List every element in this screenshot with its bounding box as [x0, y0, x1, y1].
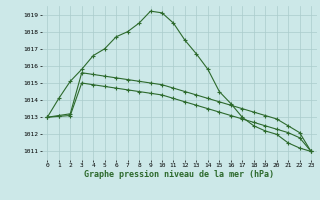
X-axis label: Graphe pression niveau de la mer (hPa): Graphe pression niveau de la mer (hPa) — [84, 170, 274, 179]
